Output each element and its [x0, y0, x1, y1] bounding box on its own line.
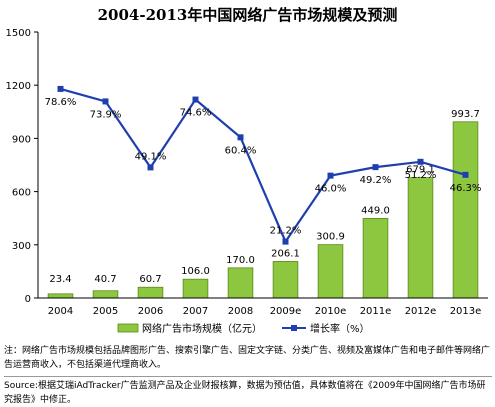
growth-point-2004: [57, 85, 64, 92]
bar-value-label: 679.1: [406, 165, 435, 176]
y-tick-label: 1200: [6, 81, 31, 92]
growth-point-2005: [102, 98, 109, 105]
bar-2008: [227, 267, 254, 299]
growth-rate-label: 51.2%: [405, 170, 437, 181]
growth-rate-label: 74.6%: [180, 108, 212, 119]
footnote: 注：网络广告市场规模包括品牌图形广告、搜索引擎广告、固定文字链、分类广告、视频及…: [4, 346, 491, 370]
source-note: Source:根据艾瑞iAdTracker广告监测产品及企业财报核算，数据为预估…: [4, 376, 492, 407]
bar-2010e: [317, 244, 344, 299]
bar-value-label: 449.0: [361, 205, 390, 216]
y-tick-label: 0: [25, 294, 31, 305]
growth-point-2012e: [417, 158, 424, 165]
growth-rate-label: 21.2%: [270, 226, 302, 237]
legend: 网络广告市场规模（亿元） 增长率（%）: [117, 322, 370, 335]
chart-canvas: 0 300 600 900 1200 1500 23.4 40.7 60.7 106.0 170.…: [6, 28, 488, 335]
growth-line-series: 78.6% 73.9% 49.1% 74.6% 60.4% 21.2% 46.0% 49.2%…: [45, 85, 482, 245]
x-axis: 2004 2005 2006 2007 2008 2009e 2010e 2011e 2012e…: [38, 297, 488, 317]
x-tick-label: 2008: [228, 306, 253, 317]
bar-value-label: 300.9: [316, 232, 345, 243]
growth-point-2009e: [282, 238, 289, 245]
bar-series: [47, 121, 479, 299]
bar-value-label: 60.7: [139, 274, 161, 285]
growth-point-2013e: [462, 171, 469, 178]
growth-point-2010e: [327, 172, 334, 179]
x-tick-label: 2004: [48, 306, 73, 317]
growth-rate-label: 78.6%: [45, 97, 77, 108]
bar-value-label: 23.4: [49, 274, 71, 285]
growth-point-2011e: [372, 164, 379, 171]
x-tick-label: 2009e: [270, 306, 302, 317]
bar-2011e: [362, 217, 389, 299]
bar-value-label: 993.7: [451, 109, 480, 120]
growth-rate-label: 49.2%: [360, 175, 392, 186]
growth-rate-label: 60.4%: [225, 145, 257, 156]
growth-line: [60, 87, 466, 244]
bar-2005: [92, 290, 119, 299]
growth-rate-label: 73.9%: [90, 109, 122, 120]
legend-bar-label: 网络广告市场规模（亿元）: [142, 322, 262, 335]
x-tick-label: 2011e: [360, 306, 392, 317]
bar-2009e: [272, 261, 299, 299]
x-tick-label: 2013e: [450, 306, 482, 317]
growth-rate-label: 49.1%: [135, 151, 167, 162]
legend-bar-swatch: [117, 323, 139, 333]
y-tick-label: 900: [12, 134, 31, 145]
x-tick-label: 2012e: [405, 306, 437, 317]
growth-point-2007: [192, 96, 199, 103]
x-tick-label: 2006: [138, 306, 163, 317]
y-tick-label: 600: [12, 188, 31, 199]
growth-rate-label: 46.3%: [450, 183, 482, 194]
bar-labels: 23.4 40.7 60.7 106.0 170.0 206.1 300.9 449.0 679…: [49, 109, 479, 285]
bar-value-label: 170.0: [226, 255, 255, 266]
bar-2006: [137, 286, 164, 299]
bar-value-label: 106.0: [181, 266, 210, 277]
growth-point-2008: [237, 134, 244, 141]
bar-2012e: [407, 177, 434, 299]
bar-value-label: 40.7: [94, 274, 116, 285]
bar-2013e: [452, 121, 479, 299]
y-tick-label: 300: [12, 241, 31, 252]
x-tick-label: 2005: [93, 306, 118, 317]
y-tick-label: 1500: [6, 28, 31, 39]
legend-line-label: 增长率（%）: [310, 322, 370, 335]
growth-rate-label: 46.0%: [315, 184, 347, 195]
x-tick-label: 2010e: [315, 306, 347, 317]
growth-point-2006: [147, 164, 154, 171]
y-axis: 0 300 600 900 1200 1500: [6, 28, 39, 305]
bar-2007: [182, 278, 209, 299]
legend-line-marker: [291, 325, 297, 331]
x-tick-label: 2007: [183, 306, 208, 317]
bar-2004: [47, 293, 74, 299]
chart-title: 2004-2013年中国网络广告市场规模及预测: [97, 6, 398, 24]
bar-value-label: 206.1: [271, 248, 300, 259]
